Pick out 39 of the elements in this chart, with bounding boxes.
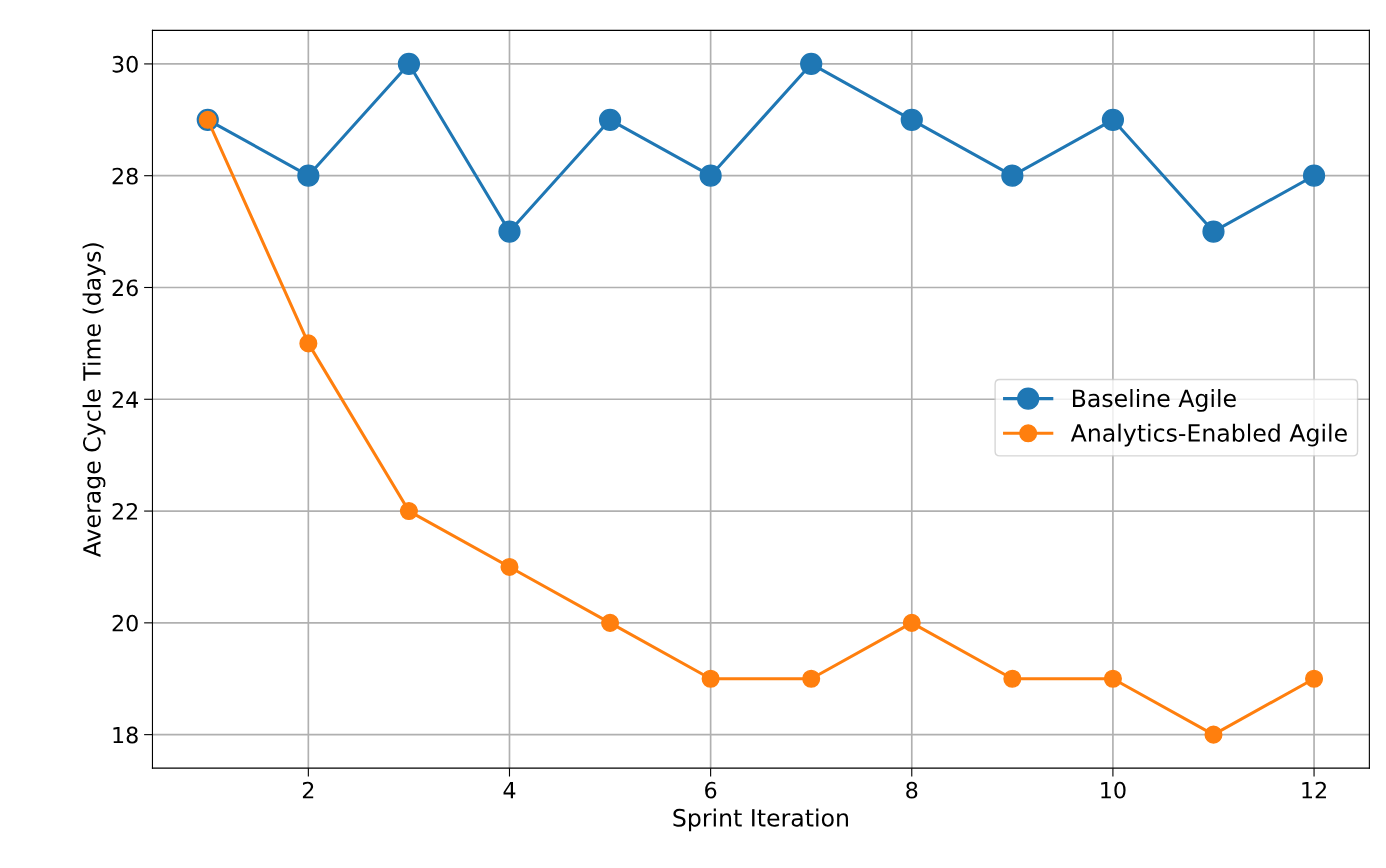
point: [1204, 725, 1223, 744]
y-tick-label: 20: [112, 614, 138, 632]
y-tick-label: 30: [112, 55, 138, 73]
y-tick-label: 26: [112, 279, 138, 297]
point: [1202, 220, 1225, 243]
x-tick-label: 8: [906, 781, 918, 799]
point: [498, 220, 521, 243]
point: [397, 52, 421, 76]
point: [500, 557, 519, 576]
point: [800, 52, 823, 76]
point: [902, 613, 921, 632]
point: [399, 502, 418, 521]
x-axis-title: Sprint Iteration: [673, 808, 848, 832]
x-tick-label: 12: [1302, 781, 1326, 799]
point: [297, 164, 320, 187]
x-tick-label: 2: [302, 781, 314, 799]
x-tick-label: 4: [503, 782, 516, 799]
point: [1302, 164, 1326, 187]
y-axis-title: Average Cycle Time (days): [82, 243, 106, 558]
y-tick-label: 24: [112, 391, 139, 408]
point: [1103, 669, 1122, 688]
y-tick-label: 18: [113, 726, 138, 744]
x-tick-label: 10: [1101, 781, 1126, 799]
x-tick-label: 6: [705, 781, 717, 799]
point: [699, 164, 722, 187]
legend-label: Baseline Agile: [1072, 388, 1236, 412]
point: [598, 108, 622, 131]
point: [900, 108, 923, 131]
point: [701, 669, 720, 688]
point: [1101, 108, 1125, 131]
point: [802, 669, 821, 688]
point: [1001, 164, 1024, 187]
legend-label: Analytics-Enabled Agile: [1070, 423, 1347, 447]
point: [299, 334, 318, 353]
point: [1003, 669, 1022, 688]
point: [1305, 669, 1324, 688]
y-tick-label: 22: [112, 503, 138, 520]
y-tick-label: 28: [112, 167, 138, 185]
point: [601, 613, 620, 632]
